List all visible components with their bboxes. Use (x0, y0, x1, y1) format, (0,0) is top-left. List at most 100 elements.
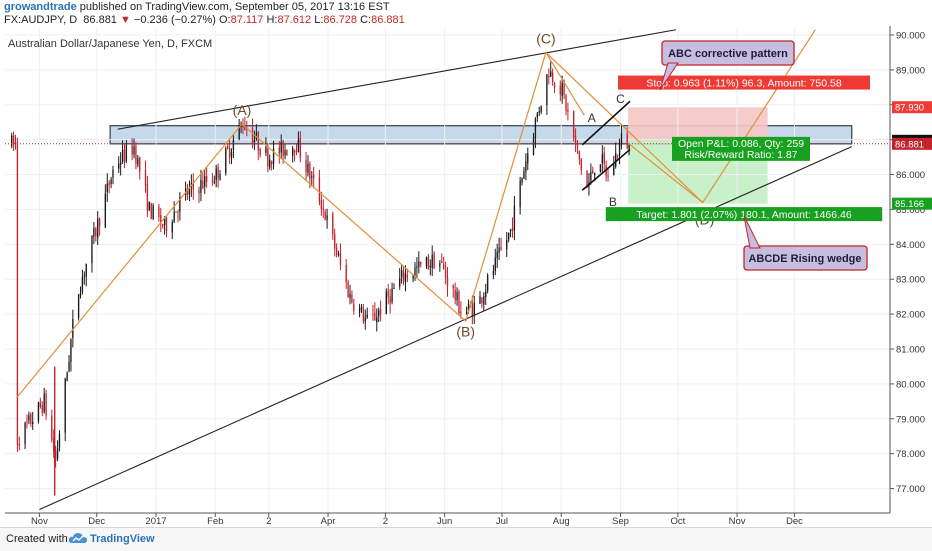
candle-body (406, 275, 409, 278)
callout-abc-pointer (659, 62, 679, 91)
abc-channel-line-1 (581, 148, 631, 191)
candle-body (108, 182, 110, 186)
candle-body (56, 447, 59, 459)
candle-body (628, 143, 630, 150)
candle-body (335, 248, 338, 255)
candle-body (550, 71, 552, 77)
created-with-text: Created with (6, 533, 68, 545)
wedge-trendline-1 (117, 29, 677, 130)
candle-body (269, 159, 271, 168)
price-tick-label: 86.000 (896, 170, 925, 181)
candle-body (205, 176, 208, 182)
candle-body (118, 163, 120, 169)
candle-body (525, 161, 527, 172)
candle-body (165, 217, 168, 231)
wave-label-C: (C) (536, 30, 555, 46)
candle-body (68, 361, 70, 371)
candle-body (26, 421, 28, 423)
candle-body (326, 215, 328, 220)
candle-body (41, 404, 43, 413)
price-badge-label: 87.930 (895, 103, 924, 114)
candle-body (412, 274, 414, 279)
candle-body (93, 228, 95, 237)
candle-body (219, 174, 221, 181)
candle-body (72, 318, 74, 339)
candle-body (64, 378, 66, 433)
candle-body (481, 297, 483, 303)
candle-body (162, 224, 164, 227)
candle-body (534, 119, 537, 139)
tradingview-brand[interactable]: TradingView (90, 533, 155, 545)
wave-line-2 (545, 52, 585, 116)
candle-body (494, 257, 496, 271)
candle-body (351, 294, 353, 303)
candle-body (146, 183, 149, 211)
candle-body (362, 308, 365, 322)
candle-body (158, 206, 160, 217)
candle-body (337, 253, 340, 255)
author-link[interactable]: growandtrade (4, 1, 77, 13)
price-tick-label: 85.000 (896, 205, 925, 216)
candle-body (307, 163, 309, 174)
low-label: L: (314, 14, 324, 26)
footer-bar: Created with TradingView (0, 527, 932, 551)
candle-body (572, 110, 575, 138)
candle-body (418, 261, 420, 267)
candle-body (527, 153, 529, 164)
candle-body (347, 281, 349, 297)
candle-body (95, 228, 97, 236)
candle-body (14, 142, 17, 144)
candle-body (171, 222, 173, 233)
candle-body (309, 163, 311, 179)
candle-body (238, 125, 240, 140)
wedge-trendline-2 (39, 146, 852, 511)
price-tick-label: 81.000 (896, 345, 925, 356)
candle-body (500, 247, 502, 250)
candle-body (519, 180, 521, 208)
candle-body (360, 306, 363, 310)
candle-body (81, 276, 84, 292)
abc-channel-line-2 (581, 100, 631, 146)
candle-body (299, 137, 301, 158)
candle-body (559, 85, 561, 95)
price-badge-bg (892, 197, 932, 210)
candle-body (553, 83, 556, 88)
candle-body (513, 205, 516, 231)
candle-body (339, 253, 342, 265)
candle-body (133, 146, 135, 155)
candle-body (230, 151, 233, 157)
wave-label-C: C (616, 92, 625, 106)
candle-body (265, 147, 267, 154)
time-tick-label: Feb (207, 516, 223, 527)
candle-body (257, 132, 259, 151)
candle-body (70, 339, 72, 362)
candle-body (586, 171, 588, 188)
candle-body (446, 276, 449, 287)
price-tick-label: 78.000 (896, 449, 925, 460)
candle-body (200, 179, 202, 193)
candle-body (297, 139, 300, 153)
candle-body (16, 141, 19, 445)
candle-body (39, 402, 42, 407)
candle-body (131, 145, 133, 155)
candle-body (192, 183, 194, 190)
tradingview-cloud-icon (68, 532, 88, 547)
candle-body (144, 170, 147, 186)
candle-body (43, 393, 45, 412)
candle-body (54, 451, 57, 461)
candle-body (267, 148, 269, 167)
candle-body (227, 146, 229, 149)
candle-body (565, 95, 567, 112)
wave-label-A: A (588, 111, 596, 125)
time-tick-label: 2017 (145, 516, 166, 527)
candle-body (616, 154, 619, 157)
price-tick-label: 89.000 (896, 65, 925, 76)
candle-body (603, 152, 605, 164)
candle-body (400, 270, 403, 278)
candle-body (272, 148, 275, 165)
candle-body (385, 291, 388, 314)
time-tick-label: Dec (786, 516, 803, 527)
candle-body (259, 148, 261, 155)
